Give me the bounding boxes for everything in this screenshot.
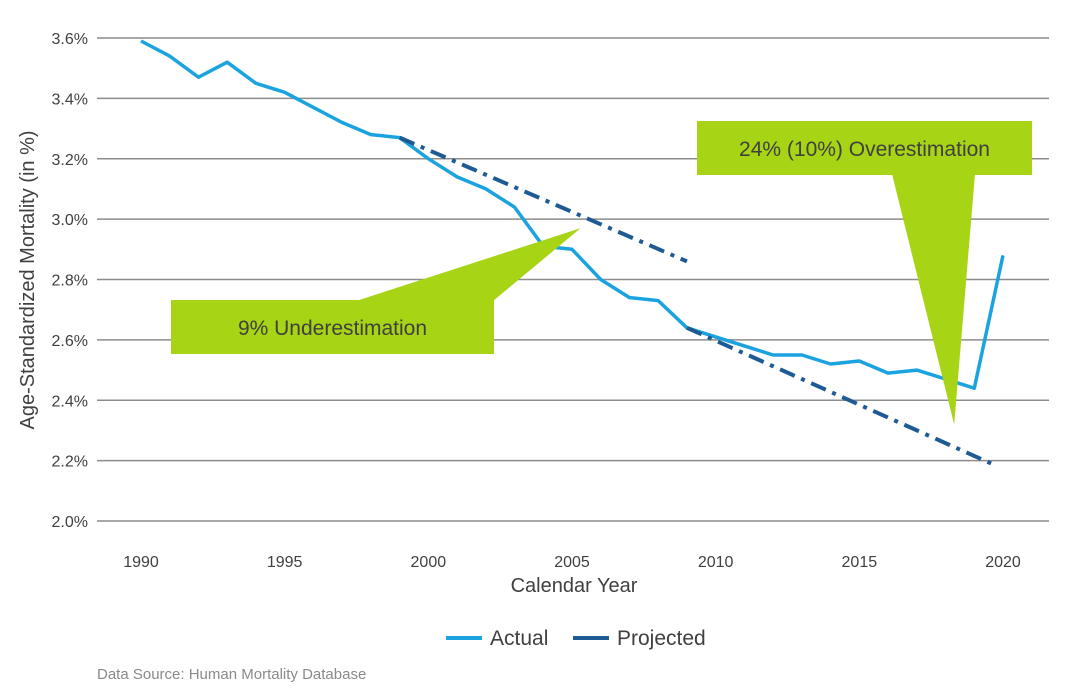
y-axis-ticks: 2.0% 2.2% 2.4% 2.6% 2.8% 3.0% 3.2% 3.4% 3.6% bbox=[52, 31, 88, 531]
y-tick-label: 3.2% bbox=[52, 152, 88, 169]
x-tick-label: 2015 bbox=[842, 554, 878, 571]
series bbox=[140, 39, 1005, 466]
y-tick-label: 3.0% bbox=[52, 212, 88, 229]
callout-pointer bbox=[892, 174, 975, 425]
y-axis-title: Age-Standardized Mortality (in %) bbox=[17, 130, 39, 429]
x-tick-label: 2010 bbox=[698, 554, 734, 571]
y-tick-label: 2.6% bbox=[52, 333, 88, 350]
gridlines bbox=[97, 37, 1049, 522]
callout-box bbox=[171, 300, 494, 354]
y-tick-label: 3.6% bbox=[52, 31, 88, 48]
x-tick-label: 1990 bbox=[123, 554, 159, 571]
x-axis-ticks: 1990 1995 2000 2005 2010 2015 2020 bbox=[123, 554, 1021, 571]
callout-overestimation-label: 24% (10%) Overestimation bbox=[739, 138, 990, 161]
x-tick-label: 2020 bbox=[985, 554, 1021, 571]
x-axis-title: Calendar Year bbox=[511, 575, 638, 597]
x-tick-label: 2000 bbox=[411, 554, 447, 571]
series-line-actual bbox=[140, 39, 1005, 390]
x-tick-label: 1995 bbox=[267, 554, 303, 571]
legend-label-projected: Projected bbox=[617, 627, 706, 650]
y-tick-label: 2.4% bbox=[52, 393, 88, 410]
series-line-projected bbox=[686, 325, 993, 466]
callout-pointer bbox=[356, 228, 581, 301]
callout-box bbox=[697, 121, 1032, 175]
legend-label-actual: Actual bbox=[490, 627, 548, 650]
annotations: 9% Underestimation 24% (10%) Overestimati… bbox=[171, 121, 1032, 425]
x-tick-label: 2005 bbox=[554, 554, 590, 571]
y-tick-label: 2.0% bbox=[52, 514, 88, 531]
y-tick-label: 2.8% bbox=[52, 273, 88, 290]
legend: Actual Projected bbox=[446, 627, 706, 650]
y-tick-label: 3.4% bbox=[52, 91, 88, 108]
callout-underestimation-label: 9% Underestimation bbox=[238, 317, 427, 340]
y-tick-label: 2.2% bbox=[52, 454, 88, 471]
data-source-note: Data Source: Human Mortality Database bbox=[97, 666, 367, 683]
